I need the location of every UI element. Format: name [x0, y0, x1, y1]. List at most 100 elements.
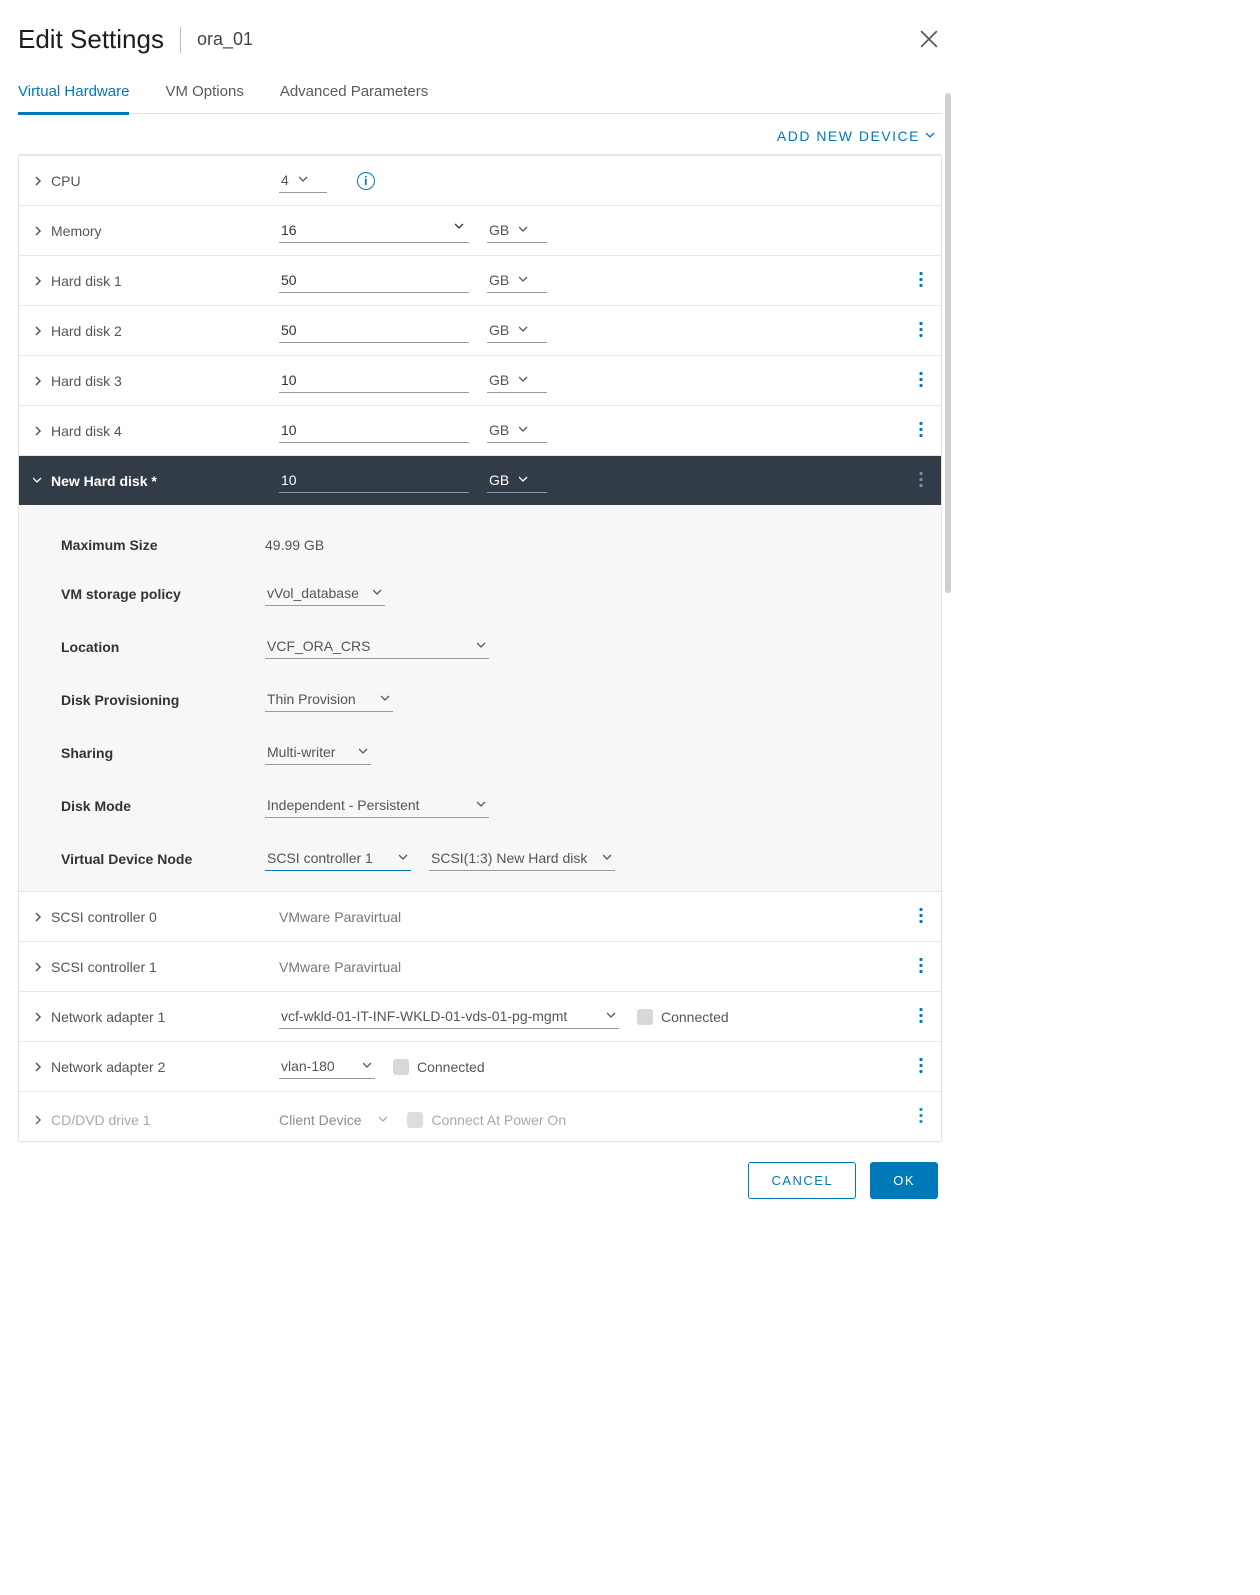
storage-policy-value: vVol_database: [267, 585, 359, 601]
provisioning-select[interactable]: Thin Provision: [265, 687, 393, 712]
hd2-unit-select[interactable]: GB: [487, 318, 547, 343]
chevron-down-icon: [299, 175, 309, 185]
hd3-unit-select[interactable]: GB: [487, 368, 547, 393]
add-new-device-button[interactable]: ADD NEW DEVICE: [777, 128, 936, 144]
hd1-size-input[interactable]: [279, 268, 469, 293]
sharing-select[interactable]: Multi-writer: [265, 740, 371, 765]
net2-actions[interactable]: [915, 1053, 927, 1080]
net1-actions[interactable]: [915, 1003, 927, 1030]
net2-connected-checkbox[interactable]: [393, 1059, 409, 1075]
provisioning-label: Disk Provisioning: [33, 692, 265, 708]
ok-button[interactable]: OK: [870, 1162, 938, 1199]
newhd-unit-select[interactable]: GB: [487, 468, 547, 493]
max-size-label: Maximum Size: [33, 537, 265, 553]
tab-virtual-hardware[interactable]: Virtual Hardware: [18, 73, 129, 115]
new-hard-disk-details: Maximum Size 49.99 GB VM storage policy …: [19, 505, 941, 891]
row-scsi-controller-1: SCSI controller 1 VMware Paravirtual: [19, 941, 941, 991]
scrollbar[interactable]: [945, 93, 951, 593]
hd4-actions[interactable]: [915, 417, 927, 444]
newhd-size-input[interactable]: [279, 468, 469, 493]
detail-maximum-size: Maximum Size 49.99 GB: [33, 523, 927, 567]
row-hard-disk-1: Hard disk 1 GB: [19, 255, 941, 305]
hd3-actions[interactable]: [915, 367, 927, 394]
chevron-down-icon: [381, 694, 391, 704]
hd4-unit-select[interactable]: GB: [487, 418, 547, 443]
chevron-right-icon: [33, 1062, 43, 1072]
row-scsi1-toggle[interactable]: SCSI controller 1: [33, 959, 279, 975]
cd-connect-checkbox[interactable]: [407, 1112, 423, 1128]
row-hd2-toggle[interactable]: Hard disk 2: [33, 323, 279, 339]
hd3-size-input[interactable]: [279, 368, 469, 393]
hd1-unit-select[interactable]: GB: [487, 268, 547, 293]
row-cd-toggle[interactable]: CD/DVD drive 1: [33, 1112, 279, 1128]
scsi1-actions[interactable]: [915, 953, 927, 980]
info-icon[interactable]: i: [357, 172, 375, 190]
disk-mode-select[interactable]: Independent - Persistent: [265, 793, 489, 818]
chevron-down-icon: [379, 1115, 389, 1125]
chevron-right-icon: [33, 176, 43, 186]
net1-connected-checkbox[interactable]: [637, 1009, 653, 1025]
provisioning-value: Thin Provision: [267, 691, 356, 707]
location-value: VCF_ORA_CRS: [267, 638, 370, 654]
vdn-slot-select[interactable]: SCSI(1:3) New Hard disk: [429, 846, 615, 871]
chevron-down-icon: [519, 225, 529, 235]
cancel-button[interactable]: CANCEL: [748, 1162, 856, 1199]
chevron-down-icon: [359, 747, 369, 757]
cd-connect-label: Connect At Power On: [431, 1112, 566, 1128]
edit-settings-dialog: Edit Settings ora_01 Virtual Hardware VM…: [0, 0, 960, 1221]
row-hd1-toggle[interactable]: Hard disk 1: [33, 273, 279, 289]
newhd-actions[interactable]: [915, 467, 927, 494]
detail-disk-mode: Disk Mode Independent - Persistent: [33, 779, 927, 832]
chevron-down-icon: [603, 853, 613, 863]
chevron-down-icon: [607, 1011, 617, 1021]
scsi0-actions[interactable]: [915, 903, 927, 930]
net2-network-select[interactable]: vlan-180: [279, 1054, 375, 1079]
row-scsi-controller-0: SCSI controller 0 VMware Paravirtual: [19, 891, 941, 941]
row-hd3-toggle[interactable]: Hard disk 3: [33, 373, 279, 389]
chevron-down-icon: [363, 1061, 373, 1071]
memory-input[interactable]: [279, 218, 469, 243]
row-net1-toggle[interactable]: Network adapter 1: [33, 1009, 279, 1025]
row-scsi0-toggle[interactable]: SCSI controller 0: [33, 909, 279, 925]
net2-label: Network adapter 2: [51, 1059, 165, 1075]
dialog-footer: CANCEL OK: [18, 1142, 942, 1203]
row-hd4-toggle[interactable]: Hard disk 4: [33, 423, 279, 439]
row-hard-disk-3: Hard disk 3 GB: [19, 355, 941, 405]
row-net2-toggle[interactable]: Network adapter 2: [33, 1059, 279, 1075]
tab-vm-options[interactable]: VM Options: [165, 73, 243, 113]
row-hard-disk-2: Hard disk 2 GB: [19, 305, 941, 355]
kebab-icon: [919, 271, 923, 287]
kebab-icon: [919, 957, 923, 973]
hd2-size-input[interactable]: [279, 318, 469, 343]
storage-policy-select[interactable]: vVol_database: [265, 581, 385, 606]
row-newhd-toggle[interactable]: New Hard disk *: [33, 473, 279, 489]
hd1-actions[interactable]: [915, 267, 927, 294]
chevron-right-icon: [33, 376, 43, 386]
hd3-unit: GB: [489, 372, 509, 388]
cpu-count-select[interactable]: 4: [279, 168, 327, 193]
net2-connected-label: Connected: [417, 1059, 485, 1075]
memory-unit-select[interactable]: GB: [487, 218, 547, 243]
chevron-down-icon[interactable]: [455, 222, 465, 232]
net2-value: vlan-180: [281, 1058, 335, 1074]
chevron-down-icon: [519, 325, 529, 335]
disk-mode-value: Independent - Persistent: [267, 797, 420, 813]
vdn-controller-select[interactable]: SCSI controller 1: [265, 846, 411, 871]
kebab-icon: [919, 421, 923, 437]
hd2-actions[interactable]: [915, 317, 927, 344]
hd4-size-input[interactable]: [279, 418, 469, 443]
hardware-panel: CPU 4 i Memory GB: [18, 154, 942, 1142]
net1-network-select[interactable]: vcf-wkld-01-IT-INF-WKLD-01-vds-01-pg-mgm…: [279, 1004, 619, 1029]
cd-actions[interactable]: [915, 1103, 927, 1130]
row-cpu-toggle[interactable]: CPU: [33, 173, 279, 189]
chevron-down-icon: [519, 425, 529, 435]
kebab-icon: [919, 371, 923, 387]
memory-unit: GB: [489, 222, 509, 238]
location-select[interactable]: VCF_ORA_CRS: [265, 634, 489, 659]
max-size-value: 49.99 GB: [265, 537, 324, 553]
tab-advanced-parameters[interactable]: Advanced Parameters: [280, 73, 428, 113]
net1-label: Network adapter 1: [51, 1009, 165, 1025]
close-button[interactable]: [920, 30, 938, 51]
hd4-unit: GB: [489, 422, 509, 438]
row-memory-toggle[interactable]: Memory: [33, 223, 279, 239]
